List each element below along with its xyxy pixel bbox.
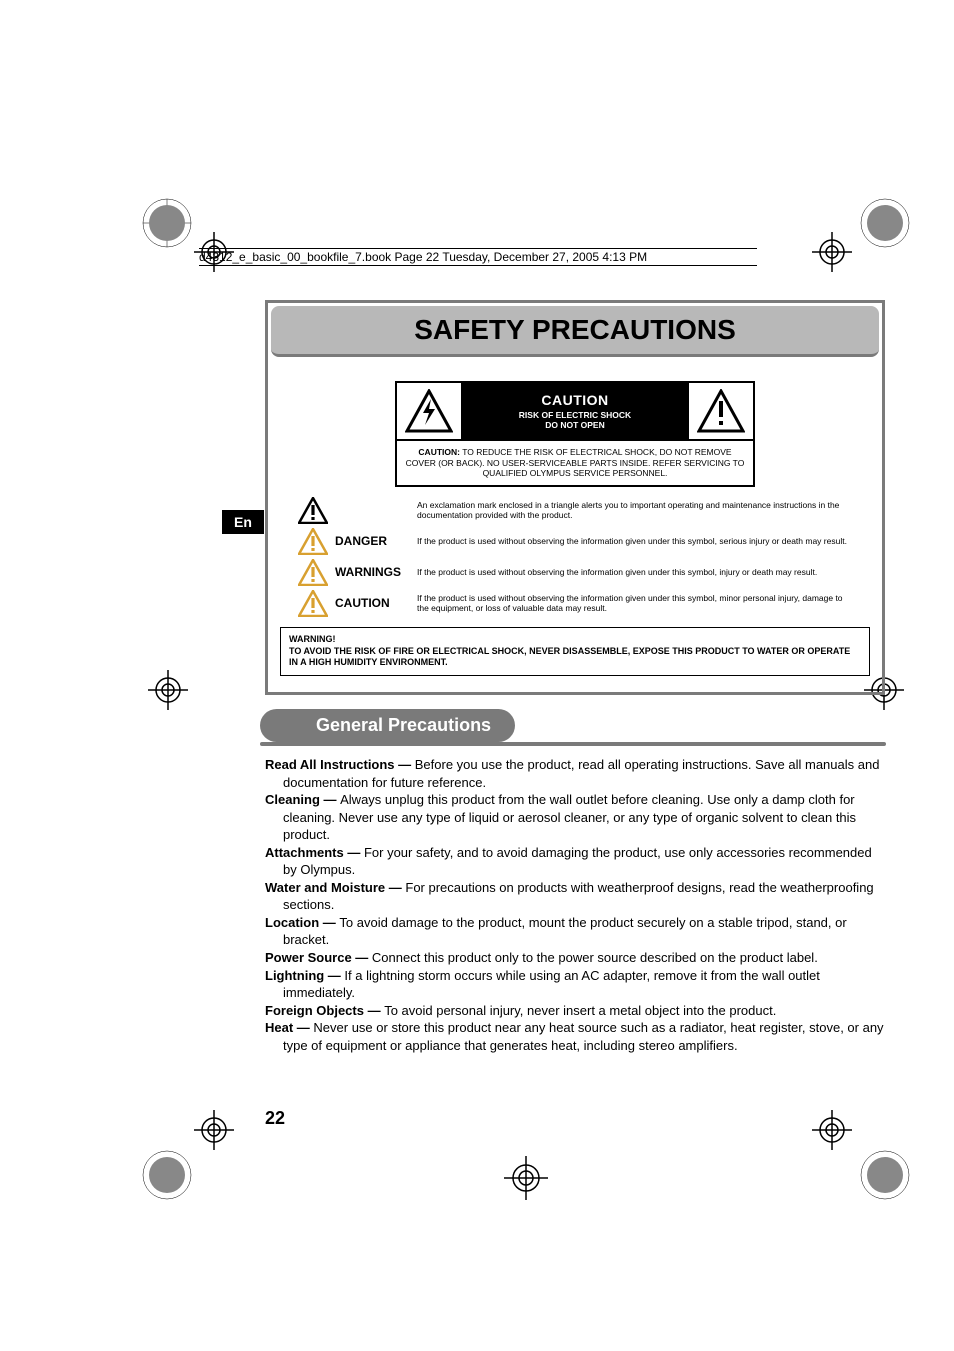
title-banner: SAFETY PRECAUTIONS [271,306,879,357]
symbol-row: WARNINGS If the product is used without … [295,559,855,586]
regmark-icon [140,196,194,250]
precaution-paragraph: Power Source — Connect this product only… [265,949,885,967]
precaution-paragraph: Location — To avoid damage to the produc… [265,914,885,949]
main-frame: SAFETY PRECAUTIONS CAUTION RISK OF ELECT… [265,300,885,695]
shock-triangle-icon [397,383,461,439]
section-heading: General Precautions [260,709,515,742]
crosshair-icon [194,1110,234,1150]
page-title: SAFETY PRECAUTIONS [271,314,879,346]
caution-subtitle: RISK OF ELECTRIC SHOCK DO NOT OPEN [519,410,631,430]
caution-title: CAUTION [541,392,608,408]
page-header: d4312_e_basic_00_bookfile_7.book Page 22… [199,248,757,266]
regmark-icon [140,1148,194,1202]
precaution-paragraph: Read All Instructions — Before you use t… [265,756,885,791]
caution-text: CAUTION: TO REDUCE THE RISK OF ELECTRICA… [397,441,753,485]
precaution-paragraph: Lightning — If a lightning storm occurs … [265,967,885,1002]
symbol-row: CAUTION If the product is used without o… [295,590,855,617]
precaution-paragraph: Water and Moisture — For precautions on … [265,879,885,914]
paragraphs: Read All Instructions — Before you use t… [265,756,885,1054]
regmark-icon [858,1148,912,1202]
symbol-desc: An exclamation mark enclosed in a triang… [413,500,855,521]
precaution-paragraph: Cleaning — Always unplug this product fr… [265,791,885,844]
exclamation-triangle-icon [689,383,753,439]
precaution-paragraph: Attachments — For your safety, and to av… [265,844,885,879]
language-tab: En [222,510,264,534]
crosshair-icon [504,1156,548,1200]
warning-text: TO AVOID THE RISK OF FIRE OR ELECTRICAL … [289,646,861,669]
symbol-desc: If the product is used without observing… [413,567,855,578]
crosshair-icon [148,670,188,710]
symbol-list: An exclamation mark enclosed in a triang… [295,497,855,617]
symbol-desc: If the product is used without observing… [413,536,855,547]
warning-triangle-icon [295,590,331,617]
precaution-paragraph: Foreign Objects — To avoid personal inju… [265,1002,885,1020]
page-number: 22 [265,1108,285,1129]
caution-box: CAUTION RISK OF ELECTRIC SHOCK DO NOT OP… [395,381,755,487]
precaution-paragraph: Heat — Never use or store this product n… [265,1019,885,1054]
symbol-label: CAUTION [331,596,413,610]
symbol-desc: If the product is used without observing… [413,593,855,614]
symbol-row: An exclamation mark enclosed in a triang… [295,497,855,524]
crosshair-icon [812,1110,852,1150]
warning-triangle-icon [295,559,331,586]
warning-heading: WARNING! [289,634,861,646]
symbol-row: DANGER If the product is used without ob… [295,528,855,555]
warning-box: WARNING! TO AVOID THE RISK OF FIRE OR EL… [280,627,870,676]
symbol-label: DANGER [331,534,413,548]
symbol-label: WARNINGS [331,565,413,579]
warning-triangle-icon [295,528,331,555]
crosshair-icon [812,232,852,272]
regmark-icon [858,196,912,250]
section-line [260,742,886,746]
warning-triangle-icon [295,497,331,524]
